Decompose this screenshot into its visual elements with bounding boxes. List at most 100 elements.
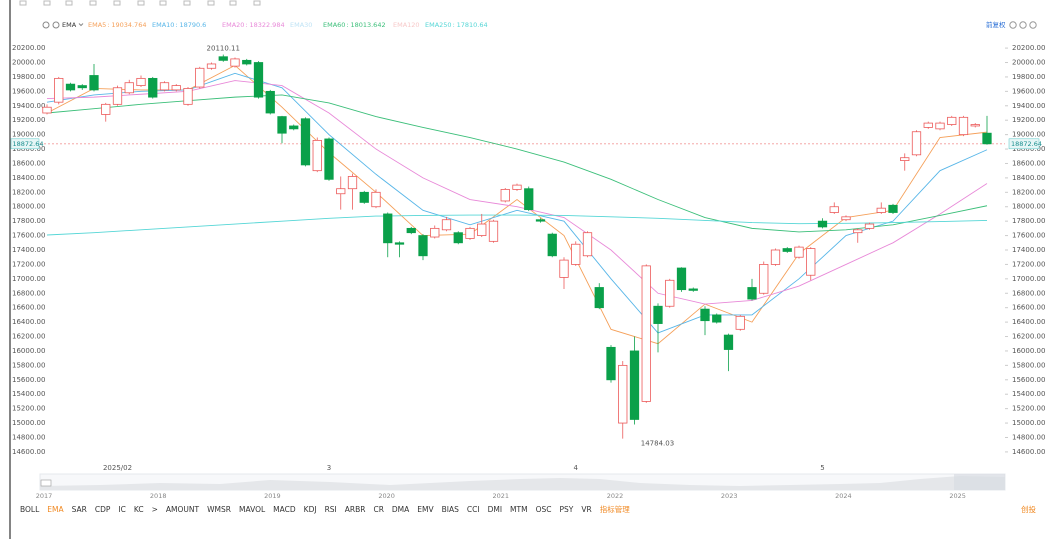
- indicator-tab[interactable]: >: [152, 505, 158, 514]
- zoom-in-icon[interactable]: [1029, 21, 1037, 29]
- ema-line: [46, 94, 988, 233]
- indicator-tab[interactable]: DMI: [488, 505, 502, 514]
- y-tick-label: 16600.00: [12, 304, 45, 312]
- indicator-tab[interactable]: VR: [581, 505, 591, 514]
- last-price-tag: [10, 138, 40, 150]
- indicator-tab[interactable]: MTM: [510, 505, 528, 514]
- tool-icon[interactable]: [229, 0, 237, 6]
- y-tick-label-right: 17200.00: [1012, 260, 1045, 268]
- indicator-tab[interactable]: EMA: [47, 505, 64, 514]
- candle-body: [195, 67, 205, 88]
- y-tick-label-right: 15400.00: [1012, 390, 1045, 398]
- legend-name: EMA10: [152, 21, 174, 29]
- indicator-tab[interactable]: CDP: [95, 505, 111, 514]
- indicator-tab[interactable]: KC: [134, 505, 144, 514]
- candle-body: [958, 116, 969, 136]
- indicator-tab[interactable]: MAVOL: [239, 505, 266, 514]
- indicator-tab[interactable]: OSC: [536, 505, 552, 514]
- y-tick-label-right: 16600.00: [1012, 304, 1045, 312]
- candle-body: [359, 191, 369, 203]
- candle-body: [324, 138, 334, 180]
- tool-icon[interactable]: [113, 0, 121, 6]
- tool-icon[interactable]: [207, 0, 215, 6]
- legend-value: 17810.64: [457, 21, 488, 29]
- min-annotation: 14784.03: [641, 440, 674, 448]
- adjust-button[interactable]: 前复权: [986, 20, 1006, 29]
- indicator-tab[interactable]: ARBR: [345, 505, 366, 514]
- max-annotation: 20110.11: [207, 45, 240, 53]
- tool-icon[interactable]: [65, 0, 73, 6]
- tool-icon[interactable]: [159, 0, 167, 6]
- indicator-manage[interactable]: 指标管理: [600, 504, 630, 514]
- candle-body: [65, 83, 76, 91]
- toolbar-right[interactable]: 创投: [1021, 504, 1037, 514]
- candle-body: [806, 248, 816, 276]
- indicator-tab[interactable]: WMSR: [207, 505, 231, 514]
- legend-inactive: EMA30: [290, 21, 312, 29]
- y-tick-label-right: 18600.00: [1012, 159, 1045, 167]
- tool-icon[interactable]: [253, 0, 261, 6]
- candle-body: [700, 308, 710, 322]
- candle-body: [629, 350, 640, 420]
- indicator-tab[interactable]: RSI: [325, 505, 337, 514]
- indicator-tab[interactable]: AMOUNT: [166, 505, 200, 514]
- indicator-tab[interactable]: DMA: [392, 505, 410, 514]
- candle-body: [911, 131, 922, 156]
- y-tick-label: 15600.00: [12, 376, 45, 384]
- dropdown-icon[interactable]: [78, 23, 84, 27]
- navigator-window[interactable]: [954, 474, 1005, 490]
- navigator-handle[interactable]: [40, 479, 52, 487]
- tool-icon[interactable]: [89, 0, 97, 6]
- candle-body: [148, 77, 158, 98]
- settings-icon[interactable]: [42, 21, 50, 29]
- indicator-tab[interactable]: BIAS: [442, 505, 459, 514]
- legend-colon: :: [453, 21, 455, 29]
- indicator-name[interactable]: EMA: [62, 21, 77, 29]
- navigator-year: 2022: [607, 492, 624, 500]
- last-price-tag-right: [1008, 138, 1040, 150]
- y-tick-label-right: 17400.00: [1012, 246, 1045, 254]
- indicator-tabs: BOLL EMA SAR CDP IC KC > AMOUNT WMSR MAVOL MACD KDJ…: [20, 504, 1037, 514]
- last-price-label-right: 18872.64: [1011, 140, 1042, 148]
- indicator-tab[interactable]: MACD: [273, 505, 296, 514]
- plot-area: 14600.00 14600.00 14800.00 14800.00 15000.00…: [10, 44, 1045, 472]
- settings-icon[interactable]: [52, 21, 60, 29]
- navigator-year: 2025: [949, 492, 966, 500]
- indicator-tab[interactable]: KDJ: [304, 505, 317, 514]
- candle-body: [535, 219, 546, 222]
- candle-body: [841, 216, 851, 221]
- indicator-tab[interactable]: IC: [118, 505, 125, 514]
- navigator-year: 2023: [721, 492, 738, 500]
- indicator-tab[interactable]: CR: [373, 505, 383, 514]
- y-tick-label: 17400.00: [12, 246, 45, 254]
- y-tick-label: 15800.00: [12, 361, 45, 369]
- y-tick-label-right: 20000.00: [1012, 59, 1045, 67]
- reset-icon[interactable]: [1009, 21, 1017, 29]
- tool-icon[interactable]: [137, 0, 145, 6]
- legend-colon: :: [346, 21, 348, 29]
- candle-body: [559, 259, 569, 278]
- candle-body: [935, 122, 945, 130]
- indicator-tab[interactable]: EMV: [417, 505, 434, 514]
- candle-body: [112, 87, 123, 105]
- candle-body: [606, 346, 616, 381]
- candle-body: [159, 82, 170, 91]
- tool-icon[interactable]: [43, 0, 51, 6]
- y-tick-label: 19000.00: [12, 131, 45, 139]
- legend-colon: :: [175, 21, 177, 29]
- legend-name: EMA250: [425, 21, 452, 29]
- candle-body: [242, 59, 252, 65]
- indicator-tab[interactable]: PSY: [559, 505, 573, 514]
- candle-body: [312, 139, 322, 172]
- y-tick-label: 17800.00: [12, 217, 45, 225]
- tool-icon[interactable]: [183, 0, 191, 6]
- indicator-tab[interactable]: BOLL: [20, 505, 40, 514]
- candle-body: [183, 88, 193, 105]
- indicator-tab[interactable]: SAR: [72, 505, 87, 514]
- navigator-year: 2024: [835, 492, 852, 500]
- legend-name: EMA20: [222, 21, 244, 29]
- indicator-tab[interactable]: CCI: [467, 505, 480, 514]
- tool-icon[interactable]: [19, 0, 27, 6]
- zoom-out-icon[interactable]: [1019, 21, 1027, 29]
